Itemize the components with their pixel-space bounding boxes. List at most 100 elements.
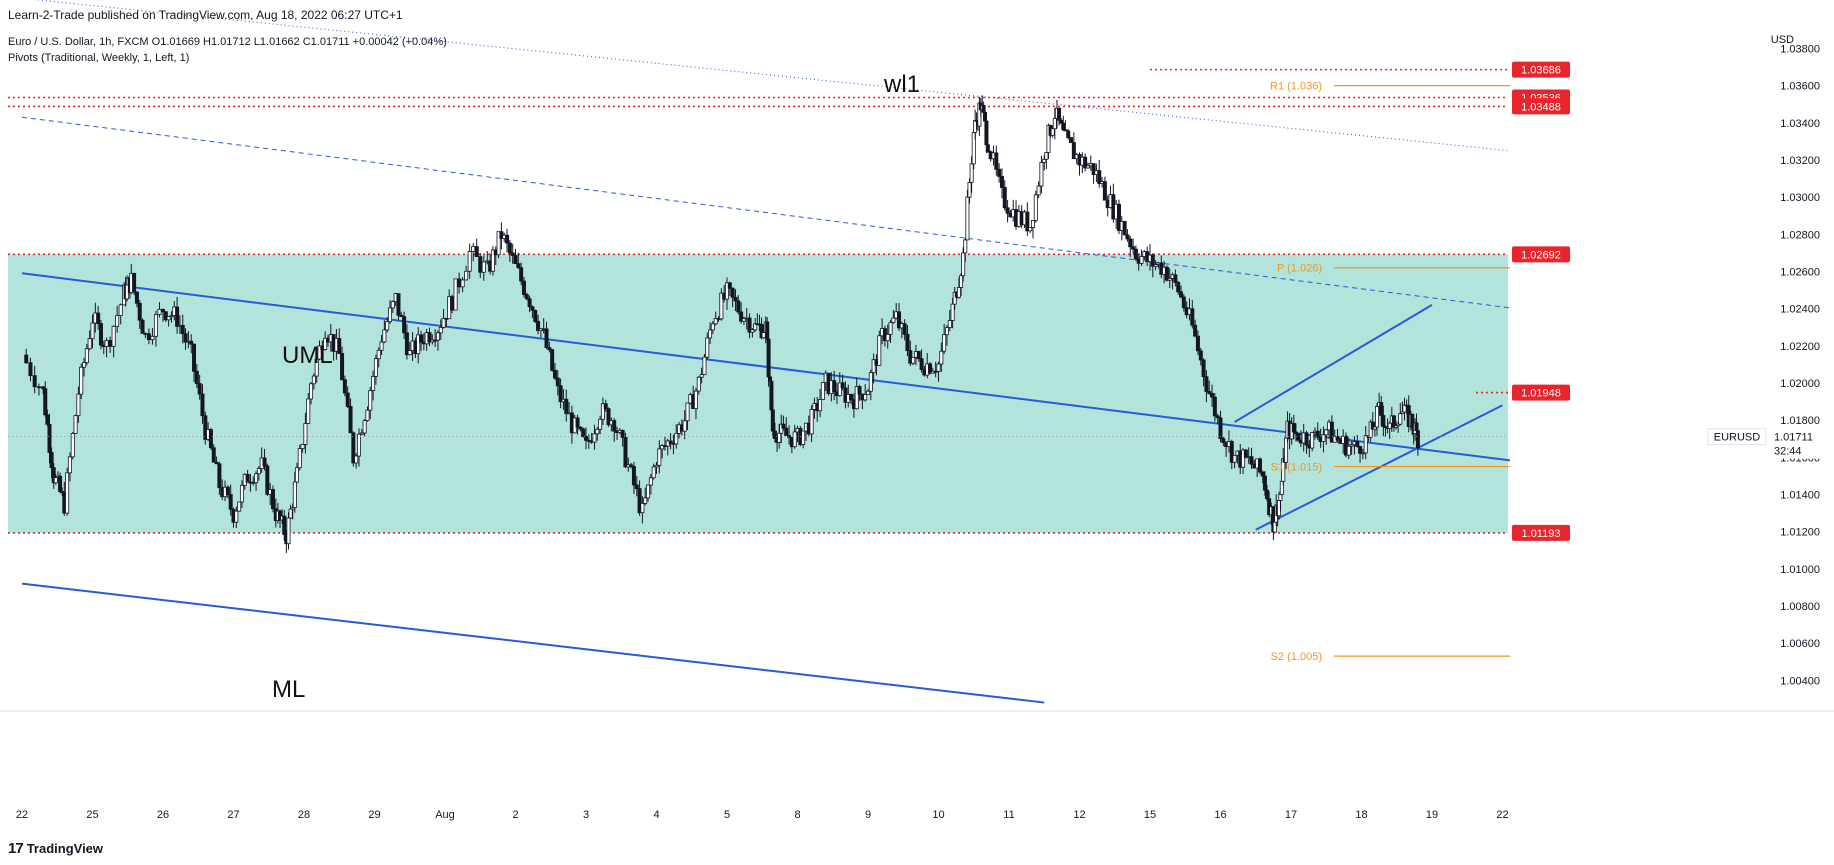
currency-label[interactable]: USD (1770, 34, 1794, 46)
candle-body (620, 429, 625, 438)
candle-body (1241, 449, 1246, 468)
candle-body (217, 463, 222, 489)
price-tick-label: 1.03200 (1780, 155, 1820, 167)
candle-body (705, 337, 710, 358)
candle-body (169, 315, 174, 318)
candle-body (1396, 423, 1401, 427)
candle-body (868, 372, 873, 392)
last-price-marker: EURUSD 1.01711 32:44 (8, 428, 1820, 459)
time-tick-label: 5 (724, 809, 730, 821)
candle-body (575, 417, 580, 428)
candle-body (1400, 411, 1405, 414)
candle-body (365, 409, 370, 422)
candle-body (45, 414, 50, 425)
candle-body (905, 333, 910, 352)
time-tick-label: 29 (368, 809, 380, 821)
candle-body (837, 382, 842, 397)
candle-body (1028, 227, 1033, 232)
candle-body (544, 328, 549, 349)
pivot-label: P (1.026) (1277, 263, 1322, 275)
tradingview-branding[interactable]: 17 TradingView (8, 840, 103, 857)
pivot-label: R1 (1.036) (1270, 81, 1322, 93)
candle-body (640, 503, 645, 514)
candle-body (897, 311, 902, 329)
candle-body (134, 291, 139, 304)
candle-body (1122, 221, 1127, 236)
candle-body (1349, 444, 1354, 447)
candle-body (438, 327, 443, 334)
candle-body (1116, 203, 1121, 231)
candle-body (952, 291, 957, 305)
candle-body (521, 280, 526, 295)
candle-body (70, 433, 75, 458)
candle-body (1195, 335, 1200, 352)
candle-body (586, 439, 591, 442)
price-tick-label: 1.02200 (1780, 341, 1820, 353)
horizontal-levels-layer[interactable] (8, 68, 1508, 534)
candle-body (460, 279, 465, 288)
candle-body (28, 362, 33, 377)
candle-body (203, 415, 208, 440)
candle-body (404, 332, 409, 356)
candle-body (166, 316, 171, 321)
candle-body (1387, 422, 1392, 429)
candle-body (1066, 130, 1071, 139)
candle-body (146, 333, 151, 341)
candle-body (1372, 426, 1377, 430)
time-axis[interactable]: 22 25 26 27 28 29 Aug 2 3 4 5 8 9 10 11 12 15 16 17 18 19 22 (0, 710, 1834, 821)
candle-body (345, 392, 350, 407)
time-tick-label: 27 (227, 809, 239, 821)
candle-body (530, 306, 535, 311)
candle-body (965, 196, 970, 241)
candle-body (208, 429, 213, 449)
time-tick-label: 25 (86, 809, 98, 821)
candle-body (942, 334, 947, 352)
candle-body (211, 447, 216, 463)
candle-body (637, 488, 642, 514)
candle-body (43, 388, 48, 416)
candle-body (132, 272, 137, 293)
candle-body (1179, 291, 1184, 298)
candle-body (631, 466, 636, 486)
candle-body (928, 363, 933, 374)
candle-body (967, 181, 972, 198)
candle-body (654, 464, 659, 468)
candle-body (730, 287, 735, 298)
candle-body (314, 358, 319, 377)
price-tick-label: 1.00400 (1780, 675, 1820, 687)
candle-body (877, 335, 882, 366)
candle-body (1415, 430, 1420, 449)
pivot-label: S2 (1.005) (1271, 651, 1322, 663)
candle-body (902, 323, 907, 335)
candle-body (396, 293, 401, 316)
price-tick-label: 1.00800 (1780, 601, 1820, 613)
symbol-ohlc-legend[interactable]: Euro / U.S. Dollar, 1h, FXCM O1.01669 H1… (8, 36, 447, 48)
time-tick-label: 22 (16, 809, 28, 821)
candle-body (863, 394, 868, 401)
candle-body (1181, 296, 1186, 309)
candle-body (239, 484, 244, 503)
candle-body (1368, 421, 1373, 438)
candle-body (1360, 452, 1365, 455)
candle-body (629, 464, 634, 467)
candle-body (1229, 441, 1234, 463)
time-tick-label: 2 (512, 809, 518, 821)
candle-body (245, 473, 250, 483)
candle-body (779, 423, 784, 434)
candle-body (143, 333, 148, 335)
candle-body (524, 294, 529, 300)
candle-body (1310, 432, 1315, 449)
price-axis[interactable]: 1.03800 1.03600 1.03400 1.03200 1.03000 1.028… (1510, 0, 1834, 714)
time-tick-label: 15 (1144, 809, 1156, 821)
candle-body (1133, 248, 1138, 260)
candle-body (727, 282, 732, 289)
candle-body (433, 339, 438, 342)
candles-layer (24, 95, 1420, 553)
candle-body (1052, 118, 1057, 130)
price-tick-label: 1.00600 (1780, 638, 1820, 650)
candle-body (402, 316, 407, 334)
candle-body (759, 323, 764, 339)
pivots-indicator-legend[interactable]: Pivots (Traditional, Weekly, 1, Left, 1) (8, 52, 190, 64)
candle-body (194, 370, 199, 384)
